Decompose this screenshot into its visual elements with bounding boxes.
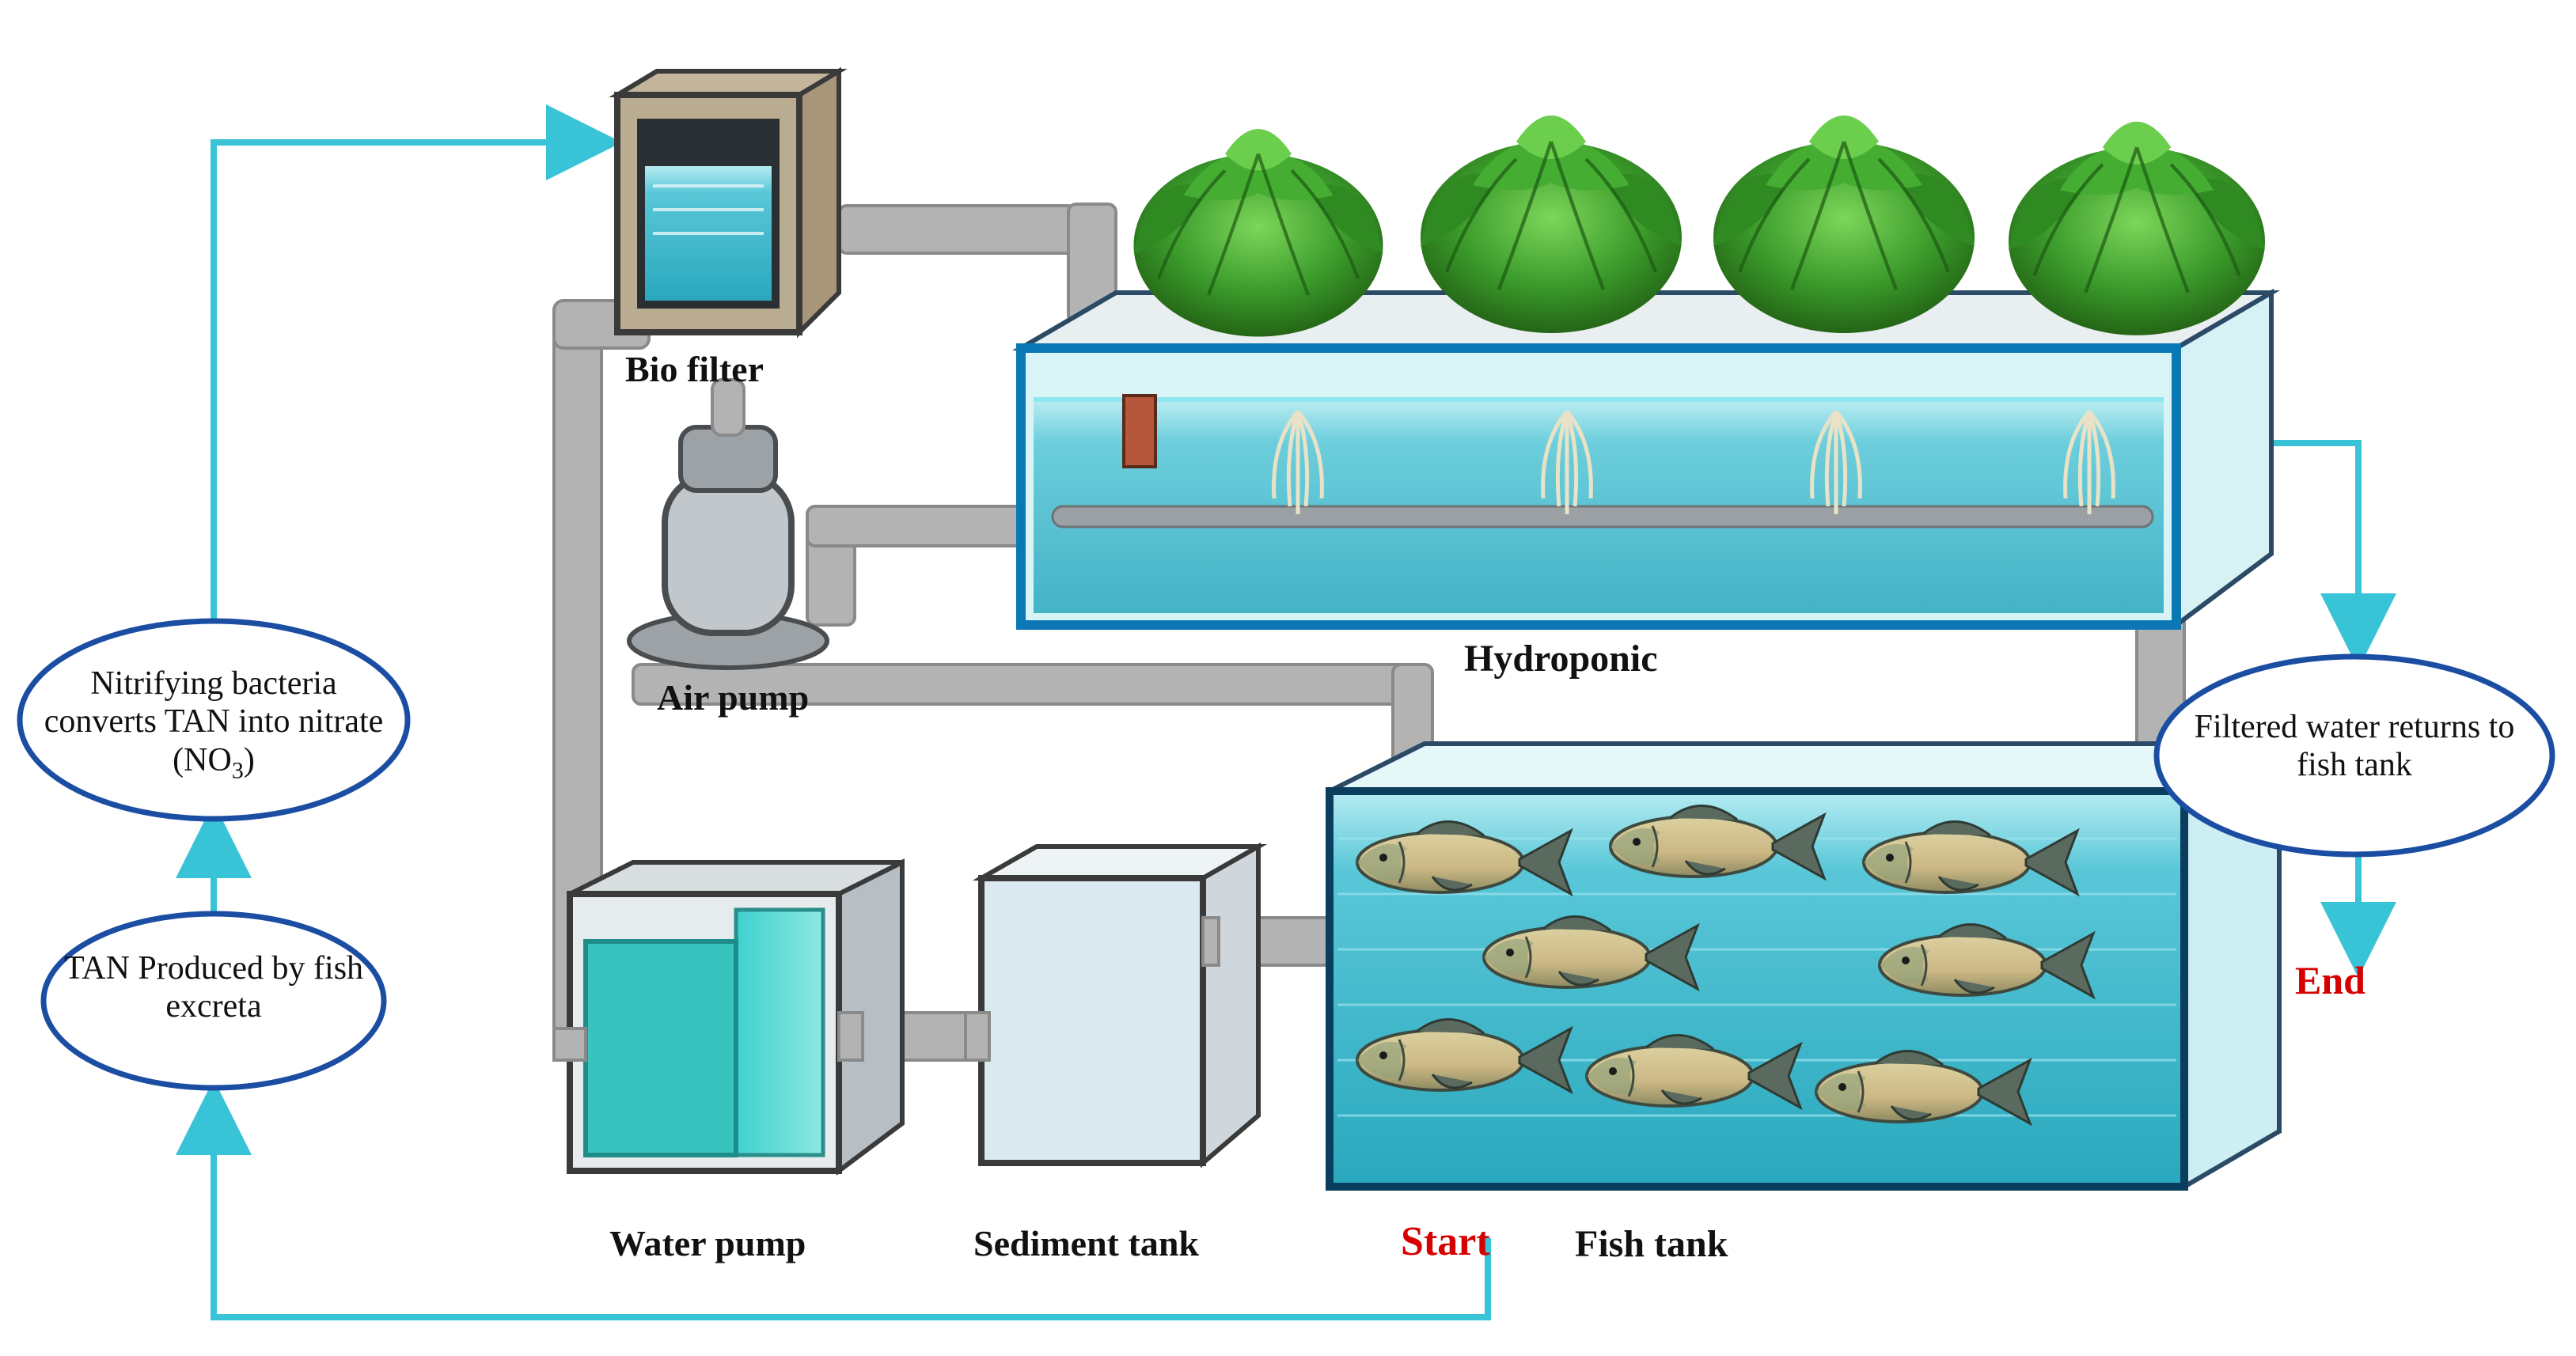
label-start: Start (1401, 1218, 1490, 1265)
label-hydroponic: Hydroponic (1464, 637, 1658, 680)
label-biofilter: Bio filter (625, 348, 764, 390)
sediment-tank (966, 847, 1258, 1163)
label-airpump: Air pump (657, 676, 809, 718)
label-waterpump: Water pump (609, 1222, 806, 1264)
ellipse-tan-text: TAN Produced by fish excreta (63, 949, 364, 1026)
bio-filter (617, 71, 839, 332)
air-pump (629, 380, 827, 668)
water-pump (554, 862, 902, 1171)
label-end: End (2295, 957, 2365, 1003)
label-fishtank: Fish tank (1575, 1222, 1728, 1266)
fish-tank (1330, 744, 2279, 1187)
ellipse-return-text: Filtered water returns to fish tank (2180, 708, 2529, 785)
hydroponic-bed (1021, 293, 2271, 625)
ellipse-nitrify-text: Nitrifying bacteria converts TAN into ni… (36, 665, 392, 784)
label-sediment: Sediment tank (973, 1222, 1199, 1264)
